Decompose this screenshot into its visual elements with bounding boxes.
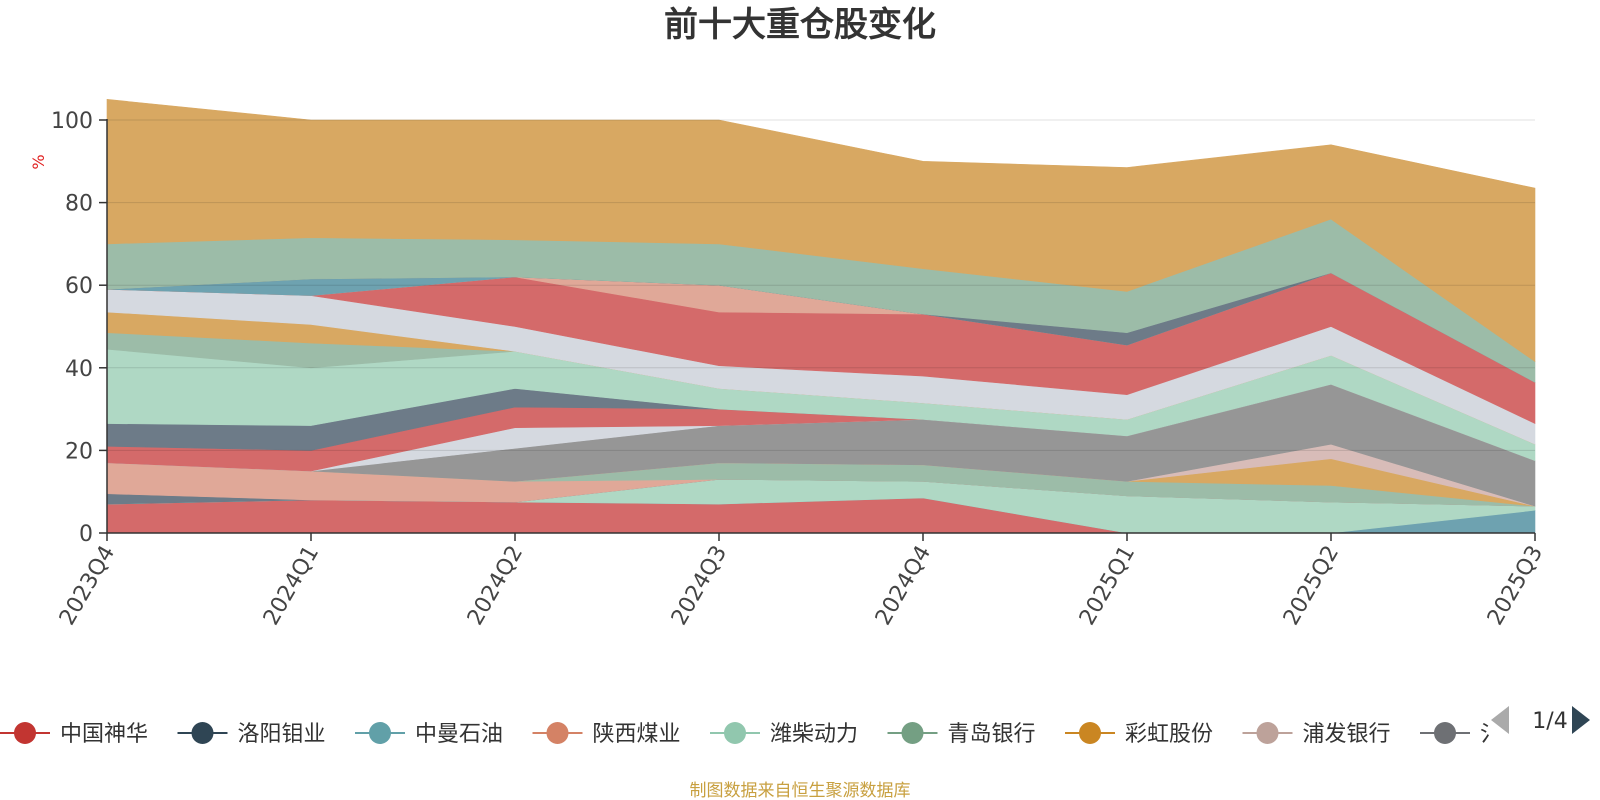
y-tick-label: 20 xyxy=(65,439,93,464)
legend-label: 彩虹股份 xyxy=(1125,722,1213,747)
x-tick-label: 2024Q3 xyxy=(667,542,732,630)
legend-item[interactable]: 浦发银行 xyxy=(1242,722,1391,747)
legend-label: 中国神华 xyxy=(60,722,148,747)
legend-label: 陕西煤业 xyxy=(593,722,681,747)
legend-marker-icon xyxy=(724,722,746,744)
legend-item[interactable]: 陕西煤业 xyxy=(532,722,681,747)
legend-next-icon[interactable] xyxy=(1572,706,1590,734)
legend-item[interactable]: 青岛银行 xyxy=(887,722,1036,747)
x-tick-label: 2025Q2 xyxy=(1279,542,1344,630)
legend-marker-icon xyxy=(1434,722,1456,744)
x-tick-label: 2023Q4 xyxy=(55,542,120,630)
legend[interactable]: 中国神华 洛阳钼业 中曼石油 陕西煤业 潍柴动力 青岛银行 彩虹股份 浦发银行 氵 xyxy=(0,722,1502,747)
legend-pager[interactable]: 1/4 xyxy=(1491,706,1590,734)
legend-item[interactable]: 彩虹股份 xyxy=(1065,722,1213,747)
y-axis-unit: % xyxy=(29,154,48,169)
legend-item[interactable]: 氵 xyxy=(1420,722,1502,747)
plot-area xyxy=(106,99,1536,534)
legend-prev-icon[interactable] xyxy=(1491,706,1509,734)
source-note: 制图数据来自恒生聚源数据库 xyxy=(690,781,911,800)
y-tick-label: 60 xyxy=(65,274,93,299)
chart-title: 前十大重仓股变化 xyxy=(664,5,936,45)
x-tick-label: 2025Q3 xyxy=(1483,542,1548,630)
legend-item[interactable]: 潍柴动力 xyxy=(710,722,858,747)
legend-label: 浦发银行 xyxy=(1303,722,1391,747)
legend-item[interactable]: 洛阳钼业 xyxy=(177,722,326,747)
legend-marker-icon xyxy=(546,722,569,744)
legend-label: 潍柴动力 xyxy=(770,722,858,747)
legend-label: 氵 xyxy=(1480,722,1502,747)
area-series-22 xyxy=(106,99,1536,363)
x-tick-label: 2024Q1 xyxy=(259,542,324,630)
legend-label: 中曼石油 xyxy=(415,722,503,747)
y-tick-label: 0 xyxy=(79,522,93,547)
legend-marker-icon xyxy=(1256,722,1279,744)
y-tick-label: 80 xyxy=(65,192,93,217)
legend-marker-icon xyxy=(369,722,391,744)
legend-marker-icon xyxy=(191,722,214,744)
y-tick-label: 100 xyxy=(51,109,93,134)
x-tick-label: 2025Q1 xyxy=(1075,542,1140,630)
y-tick-label: 40 xyxy=(65,357,93,382)
legend-marker-icon xyxy=(901,722,924,744)
legend-page-indicator: 1/4 xyxy=(1532,709,1567,734)
legend-marker-icon xyxy=(14,722,36,744)
legend-label: 青岛银行 xyxy=(948,722,1036,747)
legend-marker-icon xyxy=(1079,722,1101,744)
legend-item[interactable]: 中曼石油 xyxy=(355,722,503,747)
legend-label: 洛阳钼业 xyxy=(238,722,326,747)
x-tick-label: 2024Q2 xyxy=(463,542,528,630)
legend-item[interactable]: 中国神华 xyxy=(0,722,148,747)
x-tick-label: 2024Q4 xyxy=(871,542,936,630)
